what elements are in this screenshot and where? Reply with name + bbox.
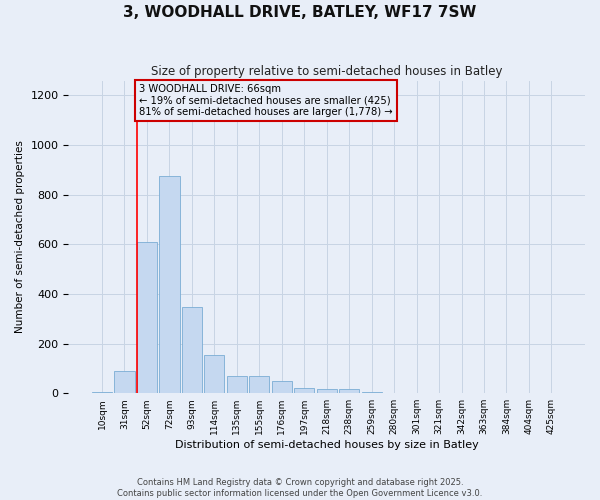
Bar (227, 376, 247, 393)
Text: 3, WOODHALL DRIVE, BATLEY, WF17 7SW: 3, WOODHALL DRIVE, BATLEY, WF17 7SW (124, 5, 476, 20)
Bar (249, 376, 269, 393)
Title: Size of property relative to semi-detached houses in Batley: Size of property relative to semi-detach… (151, 65, 502, 78)
Text: 3 WOODHALL DRIVE: 66sqm
← 19% of semi-detached houses are smaller (425)
81% of s: 3 WOODHALL DRIVE: 66sqm ← 19% of semi-de… (139, 84, 392, 117)
Bar (294, 388, 314, 393)
Bar (182, 307, 202, 393)
Bar (204, 354, 224, 393)
Bar (92, 392, 112, 393)
Bar (317, 388, 337, 393)
X-axis label: Distribution of semi-detached houses by size in Batley: Distribution of semi-detached houses by … (175, 440, 479, 450)
Bar (362, 392, 382, 393)
Bar (115, 371, 134, 393)
Bar (137, 242, 157, 393)
Y-axis label: Number of semi-detached properties: Number of semi-detached properties (15, 140, 25, 334)
Text: Contains HM Land Registry data © Crown copyright and database right 2025.
Contai: Contains HM Land Registry data © Crown c… (118, 478, 482, 498)
Bar (272, 382, 292, 393)
Bar (159, 176, 179, 393)
Bar (339, 388, 359, 393)
